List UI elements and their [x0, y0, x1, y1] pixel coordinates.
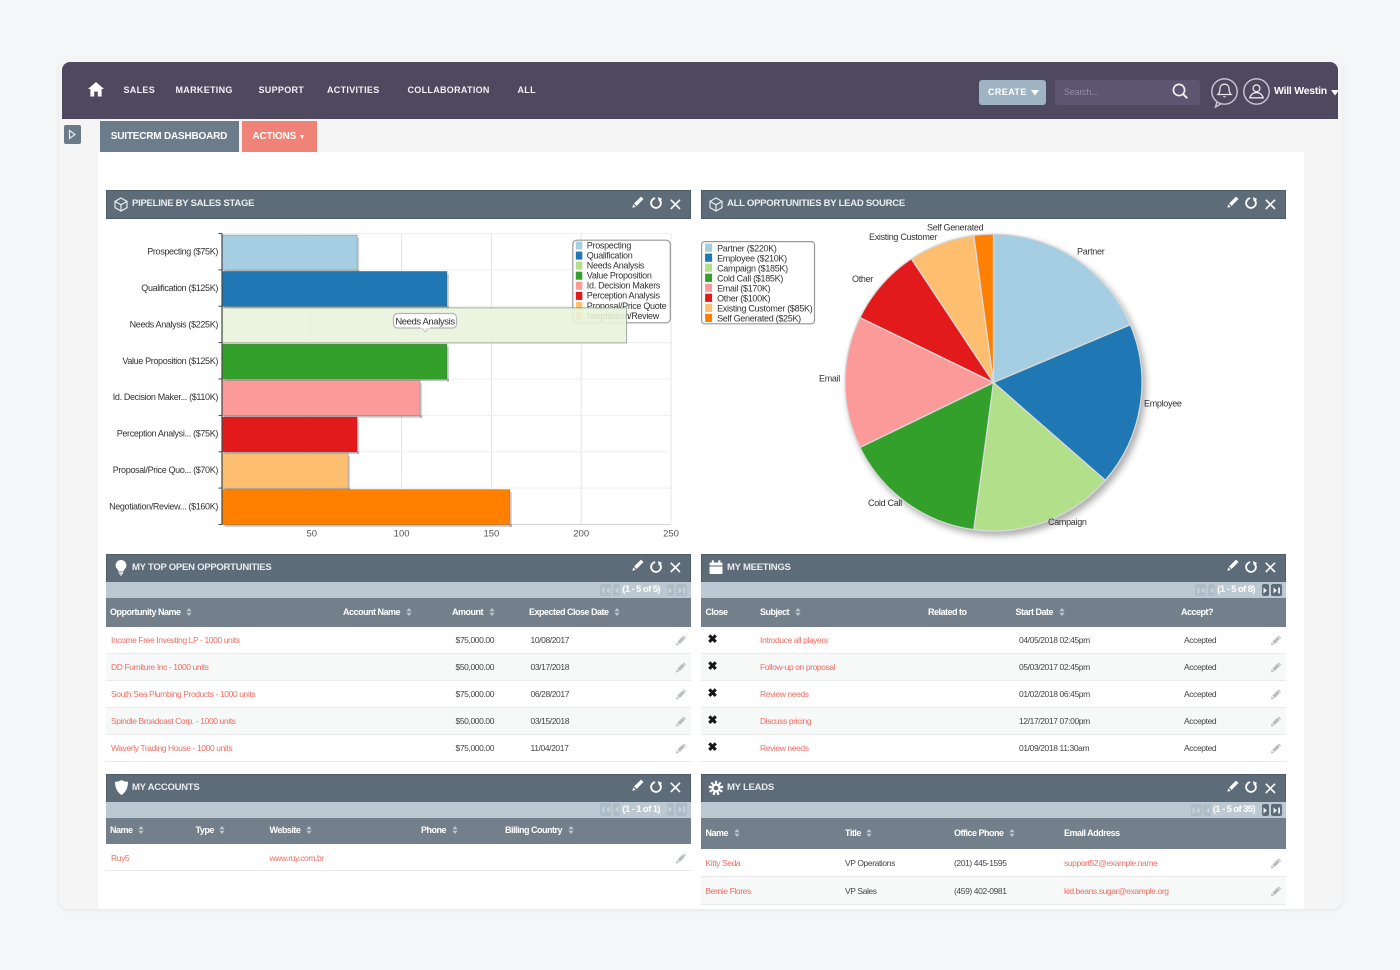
svg-text:Prospecting ($75K): Prospecting ($75K)	[147, 246, 218, 256]
svg-text:Cold Call ($185K): Cold Call ($185K)	[717, 273, 783, 283]
svg-text:Other ($100K): Other ($100K)	[717, 293, 770, 303]
svg-text:Id. Decision Maker... ($110K): Id. Decision Maker... ($110K)	[113, 392, 219, 402]
svg-text:Cold Call: Cold Call	[868, 498, 902, 508]
svg-text:Value Proposition ($125K): Value Proposition ($125K)	[122, 355, 218, 365]
svg-text:Self Generated: Self Generated	[927, 222, 984, 232]
svg-text:Employee ($210K): Employee ($210K)	[717, 253, 787, 263]
svg-text:Perception Analysis: Perception Analysis	[587, 290, 661, 300]
svg-text:Proposal/Price Quote: Proposal/Price Quote	[587, 300, 667, 310]
svg-text:Id. Decision Makers: Id. Decision Makers	[587, 280, 661, 290]
svg-text:Needs Analysis ($225K): Needs Analysis ($225K)	[130, 319, 219, 329]
svg-text:Needs Analysis: Needs Analysis	[587, 260, 645, 270]
svg-text:Campaign ($185K): Campaign ($185K)	[717, 263, 788, 273]
svg-text:Qualification ($125K): Qualification ($125K)	[141, 283, 218, 293]
svg-text:Negotiation/Review... ($160K): Negotiation/Review... ($160K)	[109, 501, 218, 511]
svg-text:Qualification: Qualification	[587, 250, 633, 260]
svg-text:Email ($170K): Email ($170K)	[717, 283, 770, 293]
svg-text:Value Proposition: Value Proposition	[587, 270, 652, 280]
svg-text:Self Generated ($25K): Self Generated ($25K)	[717, 313, 801, 323]
svg-text:50: 50	[307, 528, 318, 539]
svg-text:Proposal/Price Quo... ($70K): Proposal/Price Quo... ($70K)	[113, 464, 219, 474]
svg-text:Partner: Partner	[1077, 246, 1105, 256]
svg-text:Perception Analysi... ($75K): Perception Analysi... ($75K)	[117, 428, 219, 438]
svg-text:Partner ($220K): Partner ($220K)	[717, 243, 777, 253]
svg-text:150: 150	[483, 528, 499, 539]
svg-text:Email: Email	[819, 373, 840, 383]
svg-text:250: 250	[663, 528, 679, 539]
svg-text:100: 100	[394, 528, 410, 539]
svg-text:Existing Customer ($85K): Existing Customer ($85K)	[717, 303, 813, 313]
svg-text:Needs Analysis: Needs Analysis	[395, 316, 455, 327]
svg-text:Prospecting: Prospecting	[587, 240, 632, 250]
svg-text:Other: Other	[852, 274, 873, 284]
svg-text:Existing Customer: Existing Customer	[869, 232, 937, 242]
svg-text:Campaign: Campaign	[1048, 517, 1087, 527]
svg-text:200: 200	[573, 528, 589, 539]
svg-text:Employee: Employee	[1144, 398, 1182, 408]
